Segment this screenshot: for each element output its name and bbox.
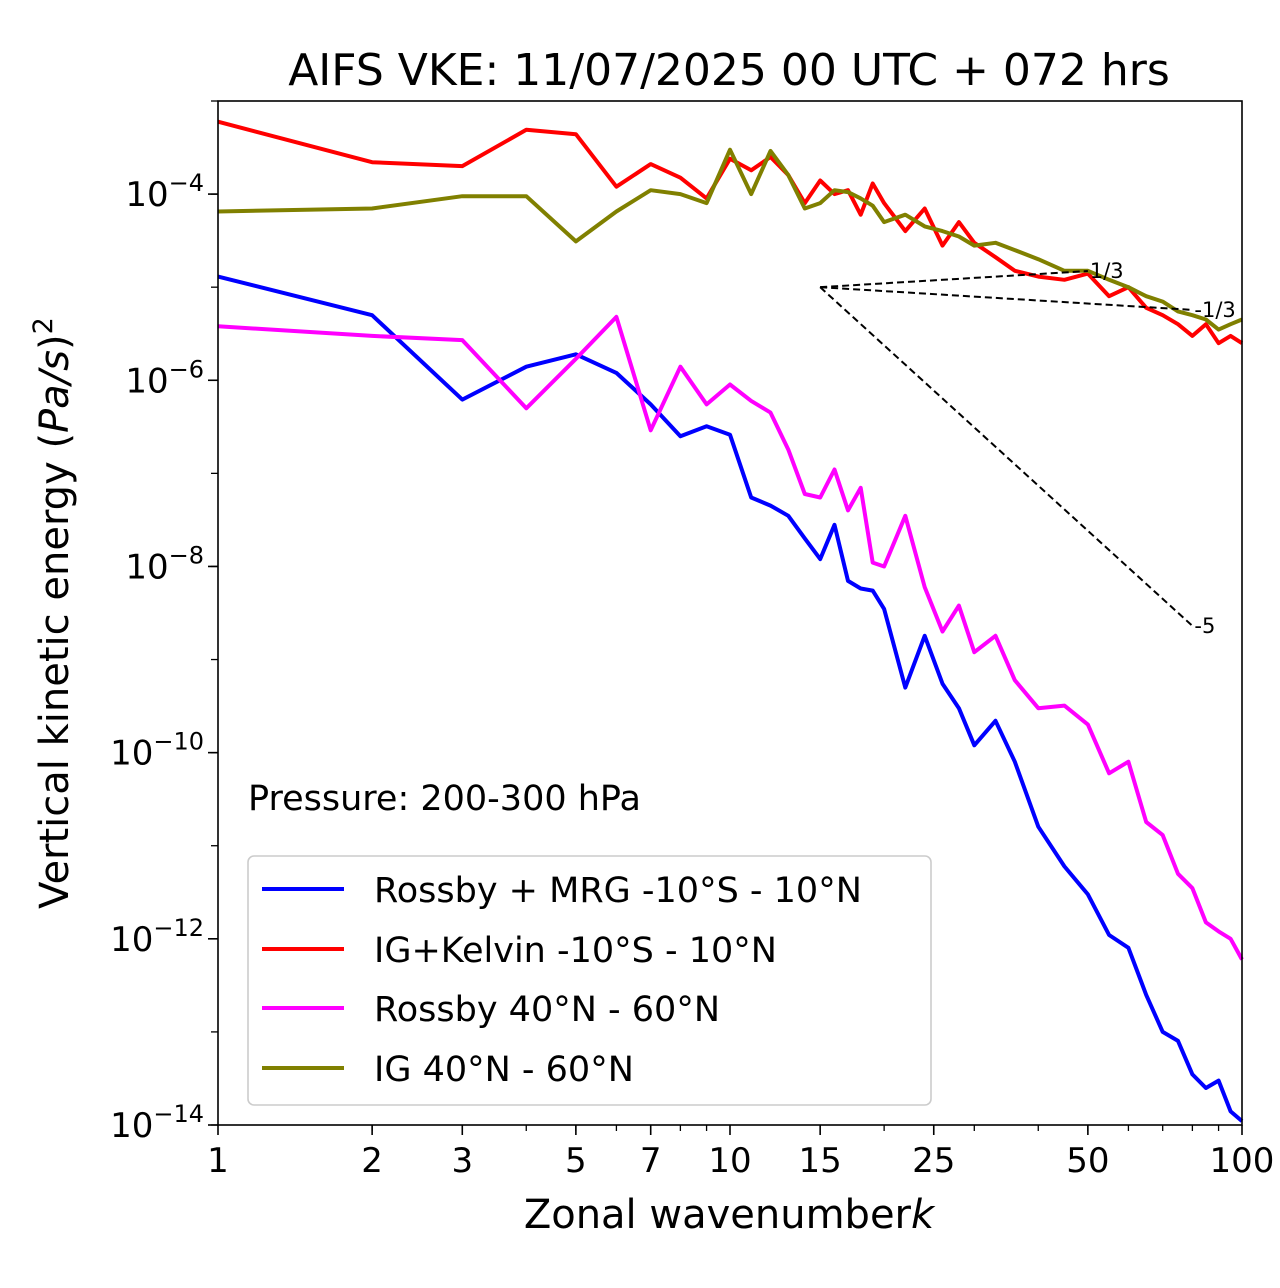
x-tick-label: 15 [799,1141,842,1181]
reference-label-5: -5 [1194,614,1215,638]
legend-label-ig-kelvin: IG+Kelvin -10°S - 10°N [374,931,777,971]
x-tick-label: 5 [565,1141,587,1181]
y-tick-label: 10−6 [125,355,204,401]
y-tick-label: 10−12 [110,914,204,960]
y-tick-label: 10−10 [110,728,204,774]
y-axis: 10−4 10−6 10−8 10−10 10−12 10−14 [110,100,218,1146]
y-axis-label-prefix: Vertical kinetic energy ( [32,433,78,909]
reference-line-1-3 [820,270,1088,289]
legend-box [247,855,932,1106]
series-line-rossby-mrg-10-s-10-n [217,274,1244,1123]
pressure-annotation: Pressure: 200-300 hPa [248,779,641,819]
reference-line-5 [819,286,1194,627]
reference-line-1-3 [820,286,1193,311]
y-tick-label: 10−14 [110,1100,204,1146]
x-tick-label: 25 [912,1141,955,1181]
legend-label-rossby-midlat: Rossby 40°N - 60°N [374,990,720,1030]
x-tick-label: 7 [640,1141,662,1181]
x-tick-label: 10 [708,1141,751,1181]
series-layer [217,119,1244,1123]
x-tick-label: 50 [1066,1141,1109,1181]
reference-lines-layer: 1/3 -1/3 -5 [819,259,1236,638]
x-tick-label: 100 [1210,1141,1275,1181]
reference-label-1-3: 1/3 [1090,259,1124,283]
x-axis-label-var: k [911,1192,936,1238]
legend-label-rossby-mrg: Rossby + MRG -10°S - 10°N [374,871,862,911]
legend: Rossby + MRG -10°S - 10°N IG+Kelvin -10°… [247,855,932,1106]
x-axis-label: Zonal wavenumberk [524,1192,936,1238]
series-line-ig-40-n-60-n [217,147,1243,332]
y-axis-label: Vertical kinetic energy (Pa/s)2 [28,317,78,909]
legend-label-ig-midlat: IG 40°N - 60°N [374,1050,634,1090]
y-axis-label-suffix: ) [32,334,78,350]
y-axis-label-units: Pa/s [32,350,78,433]
chart-title: AIFS VKE: 11/07/2025 00 UTC + 072 hrs [288,45,1170,96]
reference-label-1-3: -1/3 [1194,298,1235,322]
x-tick-label: 3 [451,1141,473,1181]
y-axis-label-exponent: 2 [28,317,59,334]
series-line-rossby-40-n-60-n [217,314,1244,961]
y-tick-label: 10−8 [125,541,204,587]
x-tick-label: 2 [361,1141,383,1181]
x-axis: 1 2 3 5 7 10 15 25 50 100 [207,1125,1274,1181]
x-tick-label: 1 [207,1141,229,1181]
y-tick-label: 10−4 [125,169,204,215]
x-axis-label-text: Zonal wavenumber [524,1192,912,1238]
